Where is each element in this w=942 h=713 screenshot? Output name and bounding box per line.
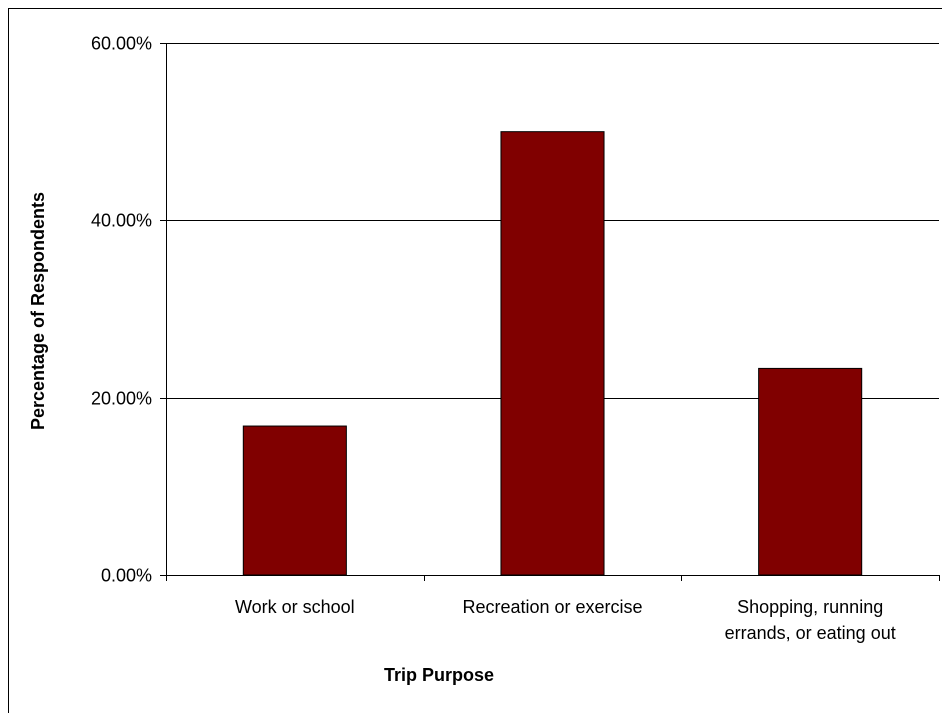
x-axis-title: Trip Purpose [384, 665, 494, 685]
bar [500, 131, 605, 576]
y-tick-label: 20.00% [91, 389, 152, 409]
bar [242, 425, 347, 576]
bars [242, 131, 863, 576]
y-tick-label: 60.00% [91, 34, 152, 54]
chart-frame [8, 8, 942, 713]
y-axis-title: Percentage of Respondents [28, 192, 48, 430]
y-tick-label: 0.00% [101, 566, 152, 586]
x-tick-label: Work or school [235, 597, 355, 617]
bar [758, 367, 863, 576]
y-tick-label: 40.00% [91, 211, 152, 231]
x-tick-label: Recreation or exercise [462, 597, 642, 617]
tick-labels: 0.00% 20.00% 40.00% 60.00% Work or school Rec… [91, 34, 896, 644]
x-tick-label: Shopping, running errands, or eating out [725, 597, 896, 643]
axes [160, 43, 940, 581]
